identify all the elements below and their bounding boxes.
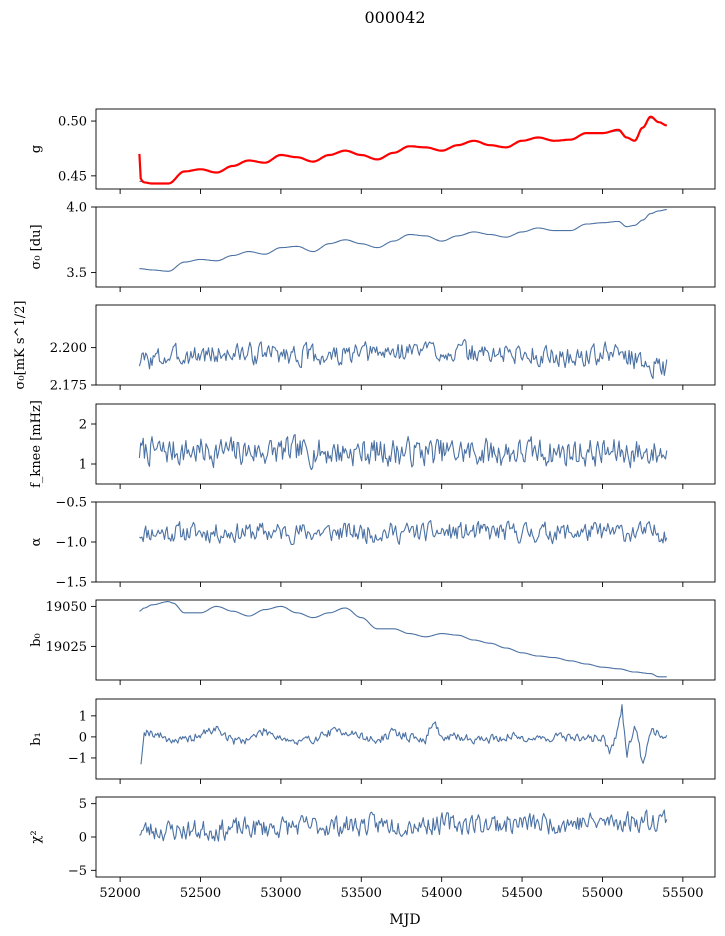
y-axis-label: b₁ [29, 732, 44, 746]
y-tick-label: −1.0 [55, 536, 87, 551]
series-line-1 [138, 433, 668, 471]
y-tick-label: 19050 [46, 600, 87, 615]
y-tick-label: 2 [79, 418, 87, 433]
series-line-1 [139, 209, 667, 272]
y-tick-label: 4.0 [66, 201, 87, 216]
series-line-2 [138, 115, 667, 185]
panel-8: −5 0 5 52000 52500 53000 53500 54000 54500 55000 5… [29, 796, 716, 901]
axes-frame [95, 403, 716, 485]
panel-6: 19025 19050 b₀ [29, 599, 716, 685]
x-tick-label: 52500 [180, 886, 221, 901]
plot-area [138, 433, 668, 471]
plot-area [139, 601, 667, 678]
panel-4: 1 2 f_knee [mHz] [29, 400, 716, 489]
axes-frame [95, 698, 716, 780]
panel-5: −1.5 −1.0 −0.5 α [29, 496, 716, 591]
axes-frame [95, 206, 716, 288]
axes-frame [95, 108, 716, 190]
y-tick-label: 0 [79, 730, 87, 745]
plot-area [140, 704, 668, 765]
series-line-1 [138, 338, 668, 380]
y-tick-label: −1 [68, 751, 87, 766]
y-axis-label: b₀ [29, 633, 44, 647]
x-tick-label: 55500 [662, 886, 703, 901]
plot-area [139, 209, 667, 272]
y-axis-label: f_knee [mHz] [29, 400, 44, 488]
y-tick-label: 2.200 [50, 341, 87, 356]
series-line-1 [140, 704, 668, 765]
figure-title: 000042 [364, 8, 425, 27]
plot-area [139, 520, 668, 546]
y-tick-label: 5 [79, 797, 87, 812]
y-axis-label: g [29, 145, 44, 153]
series-line-1 [139, 809, 668, 842]
panel-3: 2.175 2.200 σ₀[mK s^1/2] [13, 301, 716, 394]
panel-7: −1 0 1 b₁ [29, 698, 716, 784]
x-tick-label: 52000 [99, 886, 140, 901]
y-tick-label: 0 [79, 831, 87, 846]
y-axis-label: σ₀[mK s^1/2] [13, 301, 28, 390]
y-axis-label: χ² [29, 830, 44, 843]
x-tick-label: 54000 [421, 886, 462, 901]
y-tick-label: 3.5 [66, 266, 87, 281]
y-tick-label: 0.50 [58, 115, 87, 130]
axes-frame [95, 501, 716, 583]
axes-frame [95, 796, 716, 878]
x-tick-label: 55000 [582, 886, 623, 901]
x-tick-label: 53500 [341, 886, 382, 901]
panel-1: 0.45 0.50 g [29, 108, 716, 194]
y-tick-label: −5 [68, 864, 87, 879]
panels: 0.45 0.50 g 3.5 4.0 σ₀ [du] 2.175 2.200 σ₀[mK s^… [13, 108, 716, 901]
plot-area [138, 115, 667, 185]
y-tick-label: 0.45 [58, 169, 87, 184]
plot-area [139, 809, 668, 842]
series-line-1 [139, 520, 668, 546]
y-tick-label: −1.5 [55, 576, 87, 591]
series-line-1 [139, 117, 667, 185]
axes-frame [95, 304, 716, 386]
series-line-1 [139, 601, 667, 678]
y-tick-label: 2.175 [50, 379, 87, 394]
x-tick-label: 54500 [501, 886, 542, 901]
x-axis-label: MJD [389, 912, 420, 928]
y-tick-label: 19025 [46, 640, 87, 655]
y-axis-label: σ₀ [du] [29, 224, 44, 269]
y-tick-label: 1 [79, 709, 87, 724]
y-axis-label: α [29, 537, 44, 546]
axes-frame [95, 599, 716, 681]
y-tick-label: 1 [79, 458, 87, 473]
x-tick-label: 53000 [260, 886, 301, 901]
plot-area [138, 338, 668, 380]
y-tick-label: −0.5 [55, 496, 87, 511]
panel-2: 3.5 4.0 σ₀ [du] [29, 201, 716, 292]
